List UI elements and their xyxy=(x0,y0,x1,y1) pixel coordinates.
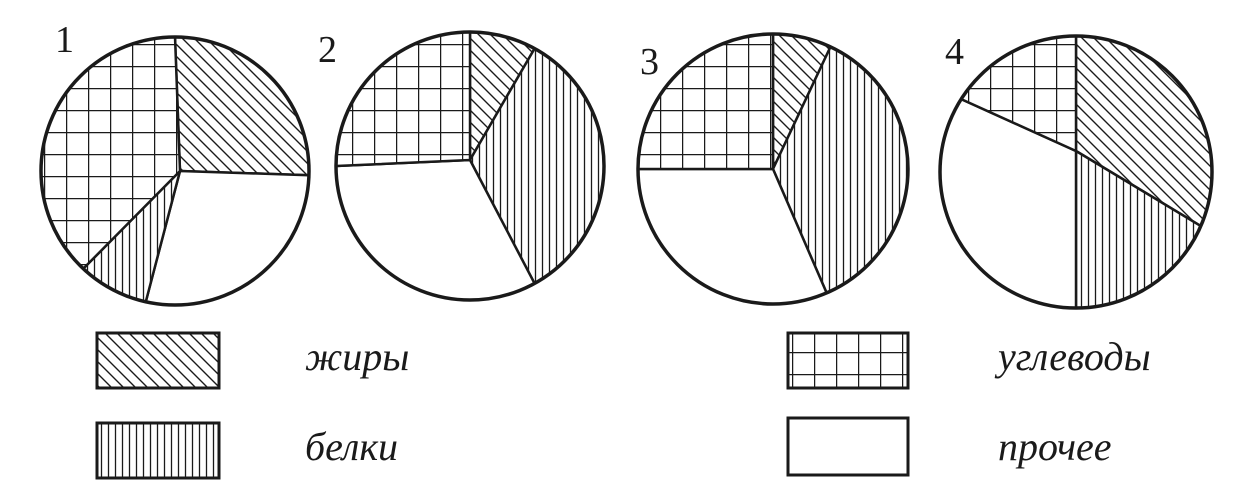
pie-chart-4 xyxy=(938,34,1214,310)
legend-label-proteins: белки xyxy=(305,424,398,469)
pie-1-slice-fats xyxy=(173,35,311,177)
legend-label-other: прочее xyxy=(998,424,1112,469)
legend-swatch-proteins xyxy=(95,421,221,480)
legend-label-carbohydrates: углеводы xyxy=(994,334,1151,379)
pie-3-outline xyxy=(636,32,910,306)
legend-label-fats: жиры xyxy=(305,334,409,379)
pie-1-outline xyxy=(39,35,311,307)
pie-2-title: 2 xyxy=(318,29,337,71)
pie-chart-1 xyxy=(39,35,311,307)
pie-3-title: 3 xyxy=(640,41,659,83)
pie-2-slice-carbohydrates xyxy=(334,30,472,168)
legend-swatch-other xyxy=(786,416,910,477)
pie-chart-2 xyxy=(334,30,606,302)
pie-4-title: 4 xyxy=(945,31,964,73)
legend-swatch-fats xyxy=(95,331,221,390)
pie-chart-3 xyxy=(636,32,910,306)
legend-swatch-carbohydrates xyxy=(786,331,910,390)
legend: жиры белки углеводы прочее xyxy=(95,331,1151,480)
pie-4-outline xyxy=(938,34,1214,310)
pie-2-outline xyxy=(334,30,606,302)
pie-1-title: 1 xyxy=(55,19,74,61)
